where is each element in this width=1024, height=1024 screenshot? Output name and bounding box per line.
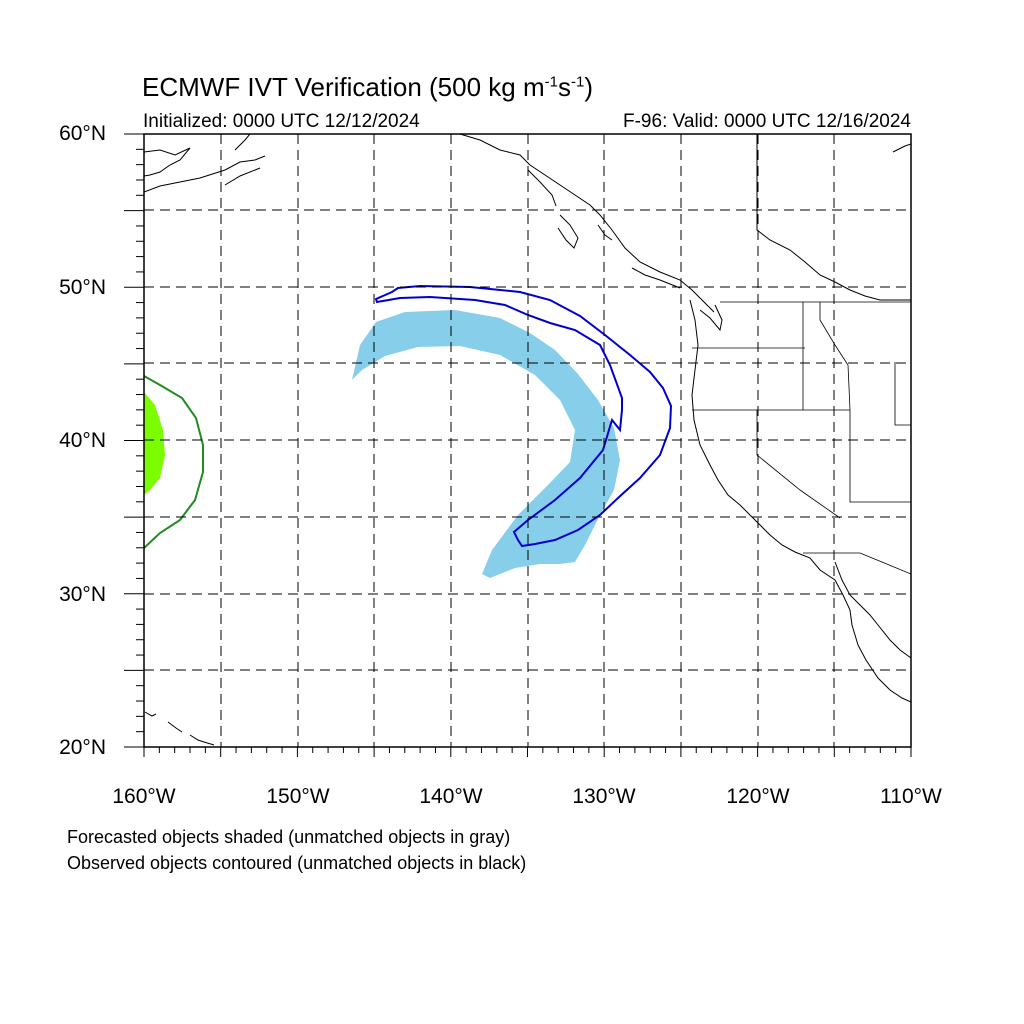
valid-time: F-96: Valid: 0000 UTC 12/16/2024 <box>623 111 911 132</box>
lat-label-30n: 30°N <box>59 583 106 606</box>
observed-object-matched <box>374 284 673 548</box>
lat-label-60n: 60°N <box>59 122 106 145</box>
forecast-object-west <box>144 392 165 495</box>
lat-label-20n: 20°N <box>59 736 106 759</box>
lon-label-120w: 120°W <box>726 785 790 808</box>
lon-label-150w: 150°W <box>266 785 330 808</box>
lon-label-160w: 160°W <box>112 785 176 808</box>
forecast-object-matched <box>352 310 620 578</box>
grid-lines <box>144 134 911 747</box>
legend-observed-note: Observed objects contoured (unmatched ob… <box>67 853 527 873</box>
lat-label-40n: 40°N <box>59 429 106 452</box>
legend-forecast-note: Forecasted objects shaded (unmatched obj… <box>67 827 511 847</box>
lat-label-50n: 50°N <box>59 276 106 299</box>
observed-object-west <box>144 375 204 549</box>
political-borders <box>692 301 911 575</box>
initialized-time: Initialized: 0000 UTC 12/12/2024 <box>143 111 420 132</box>
lon-label-130w: 130°W <box>572 785 636 808</box>
lon-label-110w: 110°W <box>880 785 942 808</box>
map-title: ECMWF IVT Verification (500 kg m-1s-1) <box>142 72 593 102</box>
lon-label-140w: 140°W <box>419 785 483 808</box>
axis-ticks <box>124 133 912 757</box>
